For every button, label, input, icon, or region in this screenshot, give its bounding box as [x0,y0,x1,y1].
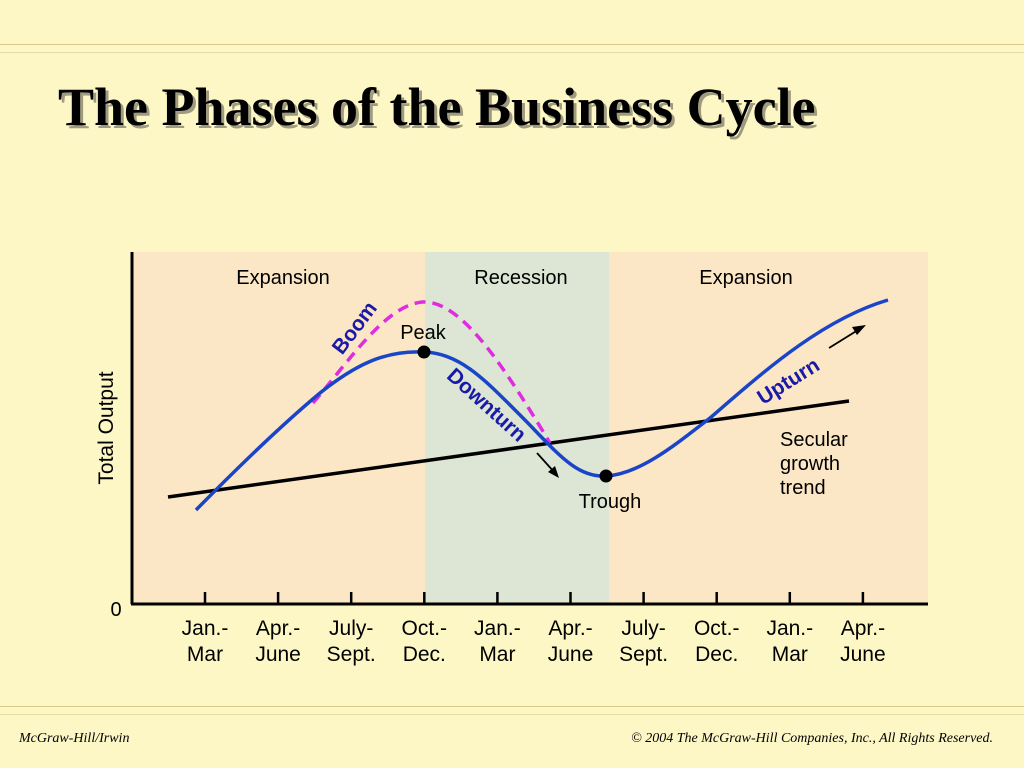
x-tick-label-line: July- [329,617,373,640]
x-tick-label-line: July- [621,617,665,640]
x-tick-label-line: Jan.- [182,617,229,640]
phase-label-expansion-2: Expansion [699,267,792,289]
x-tick-label-line: Mar [187,643,223,666]
footer-publisher: McGraw-Hill/Irwin [19,731,130,746]
y-axis-label: Total Output [95,371,118,484]
x-axis-tick-labels: Jan.- Mar Apr.- June July- Sept. Oct.- Dec. Jan.… [182,617,886,666]
x-tick-label-line: Sept. [619,643,668,666]
x-tick-label-line: June [840,643,886,666]
peak-label: Peak [400,322,447,344]
secular-trend-label: Secular growth trend [780,429,848,499]
footer-copyright: © 2004 The McGraw-Hill Companies, Inc., … [631,731,993,746]
trend-label-line-3: trend [780,477,826,499]
origin-label: 0 [110,599,121,621]
x-tick-label-line: Dec. [695,643,738,666]
x-tick-label-line: Oct.- [694,617,740,640]
x-axis-ticks [203,592,865,604]
output-curve [194,298,889,512]
trough-point [599,469,613,483]
peak-point [417,345,431,359]
x-tick-label-line: Jan.- [766,617,813,640]
recession-band [425,252,609,604]
x-tick-label-line: Oct.- [402,617,448,640]
phase-label-recession: Recession [474,267,567,289]
top-rule-thin [0,52,1024,53]
trend-label-line-2: growth [780,453,840,475]
phase-label-expansion-1: Expansion [236,267,329,289]
x-tick-label-line: Jan.- [474,617,521,640]
trend-label-line-1: Secular [780,429,848,451]
bottom-rule [0,706,1024,707]
upturn-arrow [828,325,866,349]
downturn-arrow [536,452,559,478]
x-tick-label-line: June [548,643,594,666]
page-title: The Phases of the Business Cycle [58,77,816,137]
bottom-rule-thin [0,714,1024,715]
trough-label: Trough [579,491,642,513]
x-tick-label-line: Apr.- [548,617,592,640]
top-rule [0,44,1024,45]
secular-trend-line [167,399,850,499]
x-tick-label-line: Apr.- [841,617,885,640]
x-tick-label-line: June [255,643,301,666]
x-tick-label-line: Mar [479,643,515,666]
x-tick-label-line: Apr.- [256,617,300,640]
x-tick-label-line: Mar [772,643,808,666]
boom-curve [311,300,552,444]
x-tick-label-line: Dec. [403,643,446,666]
x-tick-label-line: Sept. [327,643,376,666]
